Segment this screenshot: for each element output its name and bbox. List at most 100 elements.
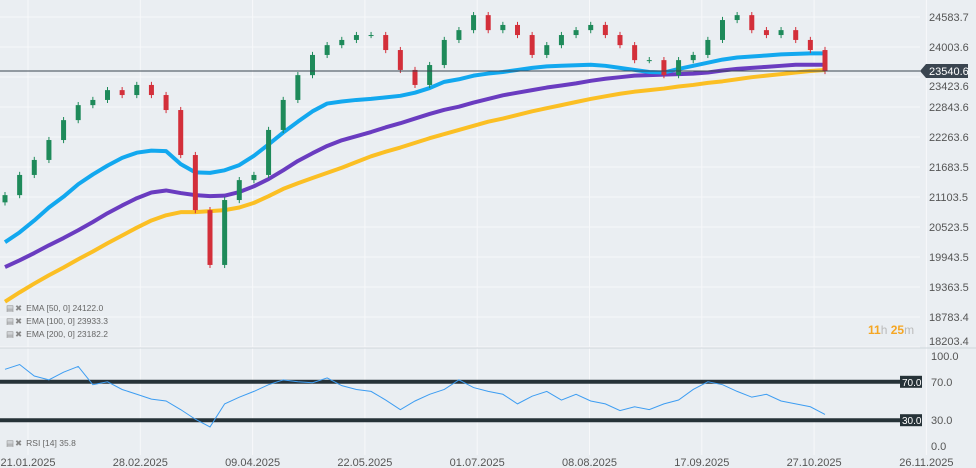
candle (368, 31, 374, 39)
date-tick-label: 22.05.2025 (337, 457, 392, 468)
candle-body (602, 24, 608, 36)
candle (617, 31, 623, 49)
ema100-line (4, 62, 825, 269)
candle (178, 106, 184, 159)
candle (75, 102, 81, 124)
ema200-line (3, 67, 826, 304)
candle-body (90, 99, 96, 106)
price-tick-label: 21103.5 (929, 192, 968, 204)
price-tick-label: 22263.6 (929, 132, 969, 144)
candle-body (163, 95, 169, 111)
candle (207, 207, 213, 269)
candle-body (646, 60, 652, 62)
candle-body (134, 84, 140, 96)
legend-ema200[interactable]: ▤✖ EMA [200, 0] 23182.2 (6, 329, 108, 339)
price-tick-label: 24583.7 (929, 12, 969, 24)
date-tick-label: 27.10.2025 (787, 457, 842, 468)
rsi-tick-label: 0.0 (931, 441, 946, 453)
price-tick-label: 24003.6 (929, 42, 969, 54)
candle (485, 12, 491, 34)
candle (324, 42, 330, 59)
candle-body (383, 35, 389, 51)
price-tick-label: 18203.4 (929, 336, 969, 348)
candle (734, 12, 740, 24)
candle-body (17, 174, 23, 196)
candle-body (46, 140, 52, 160)
candle (427, 61, 433, 89)
legend-rsi[interactable]: ▤✖ RSI [14] 35.8 (6, 438, 76, 448)
candle-body (353, 35, 359, 40)
candle (339, 36, 345, 49)
candle (353, 31, 359, 44)
candle (280, 96, 286, 134)
candle-body (412, 69, 418, 85)
ema50-line (3, 51, 825, 244)
price-tick-label: 22843.6 (929, 102, 969, 114)
candle-body (119, 90, 125, 96)
candle (646, 57, 652, 64)
settings-icon[interactable]: ▤✖ (6, 316, 24, 326)
candle-body (573, 30, 579, 36)
candle-body (295, 75, 301, 100)
candle (383, 31, 389, 54)
candle-body (558, 35, 564, 46)
candle (749, 12, 755, 34)
candle (778, 27, 784, 39)
candle (222, 196, 228, 269)
candle-body (705, 39, 711, 55)
price-tick-label: 23423.6 (929, 81, 969, 93)
candle (105, 87, 110, 104)
candle (544, 42, 550, 59)
candle (46, 136, 52, 164)
candle-body (61, 120, 67, 141)
price-tick-label: 20523.5 (929, 222, 969, 234)
last-price-badge (920, 63, 968, 78)
legend-ema100[interactable]: ▤✖ EMA [100, 0] 23933.3 (6, 316, 108, 326)
candle-body (456, 30, 462, 40)
candle-body (266, 129, 272, 175)
candle (266, 126, 272, 179)
candle-body (529, 35, 535, 55)
candle-body (676, 60, 682, 76)
date-tick-label: 21.01.2025 (0, 457, 55, 468)
candle-body (368, 35, 374, 37)
candle (397, 46, 403, 74)
candle-body (749, 15, 755, 31)
candle (295, 72, 301, 104)
candle (90, 96, 96, 109)
price-tick-label: 21683.5 (929, 162, 969, 174)
date-tick-label: 17.09.2025 (674, 457, 729, 468)
candle-body (310, 54, 315, 76)
candle-body (690, 54, 696, 61)
rsi-tick-label: 70.0 (931, 377, 952, 389)
candle (558, 31, 564, 49)
candle-body (720, 20, 725, 40)
settings-icon[interactable]: ▤✖ (6, 438, 24, 448)
candle-timer: 11h 25m (868, 323, 915, 337)
candle (602, 21, 608, 39)
candle-body (236, 180, 242, 201)
candle-body (222, 200, 228, 265)
candle-body (339, 39, 345, 46)
candle (17, 171, 23, 199)
date-tick-label: 01.07.2025 (450, 457, 505, 468)
settings-icon[interactable]: ▤✖ (6, 303, 24, 313)
candle (500, 21, 506, 34)
candle (236, 177, 242, 204)
candle (119, 87, 125, 99)
candle-body (763, 30, 769, 36)
legend-ema50[interactable]: ▤✖ EMA [50, 0] 24122.0 (6, 303, 104, 313)
settings-icon[interactable]: ▤✖ (6, 329, 24, 339)
candle-body (500, 24, 506, 31)
candle (471, 12, 477, 34)
date-tick-label: 08.08.2025 (562, 457, 617, 468)
candle (163, 91, 169, 114)
candle-body (427, 65, 433, 85)
date-tick-label: 26.11.2025 (899, 457, 953, 468)
candle-body (75, 105, 81, 121)
date-tick-label: 28.02.2025 (113, 457, 168, 468)
candle (529, 31, 535, 59)
candle-body (251, 174, 257, 181)
